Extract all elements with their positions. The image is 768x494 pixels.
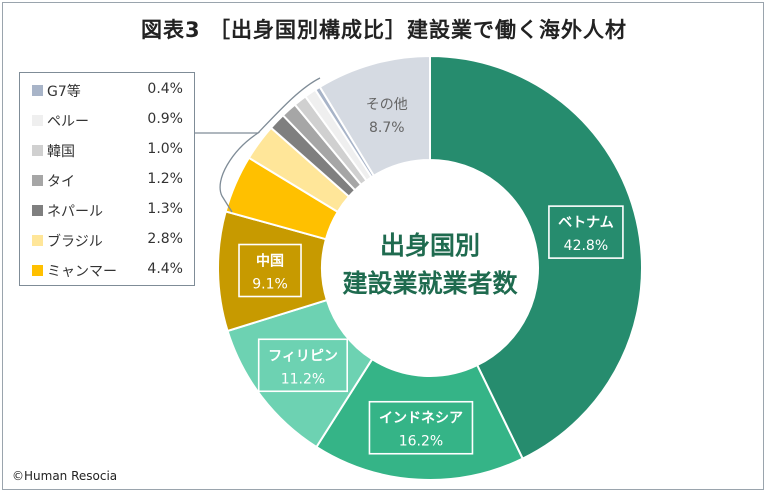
slice-label-インドネシア: インドネシア 16.2% — [368, 400, 474, 455]
slice-label-name: ベトナム — [558, 215, 614, 231]
legend-swatch — [32, 115, 43, 126]
slice-インドネシア — [315, 357, 525, 481]
slice-ベトナム — [429, 54, 643, 461]
legend-swatch — [32, 205, 43, 216]
center-label-line: 建設業就業者数 — [342, 269, 518, 298]
legend-value: 0.9% — [147, 111, 183, 127]
slice-label-name: フィリピン — [268, 348, 338, 364]
legend-swatch — [32, 85, 43, 96]
legend-entry: G7等 0.4% — [20, 79, 196, 103]
legend-swatch — [32, 235, 43, 246]
legend-value: 4.4% — [147, 261, 183, 277]
legend-name: ペルー — [47, 114, 89, 130]
legend-entry: 韓国 1.0% — [20, 139, 196, 163]
legend-entry: タイ 1.2% — [20, 169, 196, 193]
legend-value: 2.8% — [147, 231, 183, 247]
legend-entry: ペルー 0.9% — [20, 109, 196, 133]
copyright-footer: ©Human Resocia — [12, 469, 118, 483]
slice-label-value: 11.2% — [281, 371, 325, 387]
legend-name: ミャンマー — [47, 264, 117, 280]
slice-label-value: 9.1% — [252, 277, 288, 293]
legend-value: 1.2% — [147, 171, 183, 187]
legend-name: ネパール — [47, 204, 103, 220]
legend-entry: ミャンマー 4.4% — [20, 259, 196, 283]
legend-name: タイ — [47, 174, 75, 190]
chart-title: 図表3 ［出身国別構成比］建設業で働く海外人材 — [141, 18, 627, 42]
legend-swatch — [32, 265, 43, 276]
legend-swatch — [32, 145, 43, 156]
legend-value: 0.4% — [147, 81, 183, 97]
slice-label-value: 8.7% — [369, 120, 405, 136]
legend-entry: ネパール 1.3% — [20, 199, 196, 223]
slice-label-フィリピン: フィリピン 11.2% — [257, 338, 349, 393]
center-label-line: 出身国別 — [380, 231, 480, 260]
legend-value: 1.3% — [147, 201, 183, 217]
legend-value: 1.0% — [147, 141, 183, 157]
legend-name: 韓国 — [47, 144, 75, 160]
slice-label-value: 42.8% — [564, 238, 608, 254]
legend-connector-arc — [257, 77, 321, 134]
legend-entry: ブラジル 2.8% — [20, 229, 196, 253]
slice-label-name: その他 — [366, 97, 408, 113]
legend-name: ブラジル — [47, 234, 103, 250]
legend-name: G7等 — [47, 84, 81, 100]
slice-label-name: 中国 — [256, 253, 284, 270]
slice-label-ベトナム: ベトナム 42.8% — [548, 205, 624, 259]
slice-label-中国: 中国 9.1% — [238, 243, 302, 298]
legend-connector — [195, 132, 261, 213]
slice-その他 — [318, 54, 431, 178]
slice-label-value: 16.2% — [399, 434, 443, 450]
slice-label-name: インドネシア — [379, 411, 463, 427]
legend-swatch — [32, 175, 43, 186]
legend: G7等 0.4% ペルー 0.9% 韓国 1.0% タイ 1.2% ネパール 1.3% ブラジル 2.… — [19, 72, 195, 286]
slice-label-その他: その他 8.7% — [366, 97, 408, 136]
